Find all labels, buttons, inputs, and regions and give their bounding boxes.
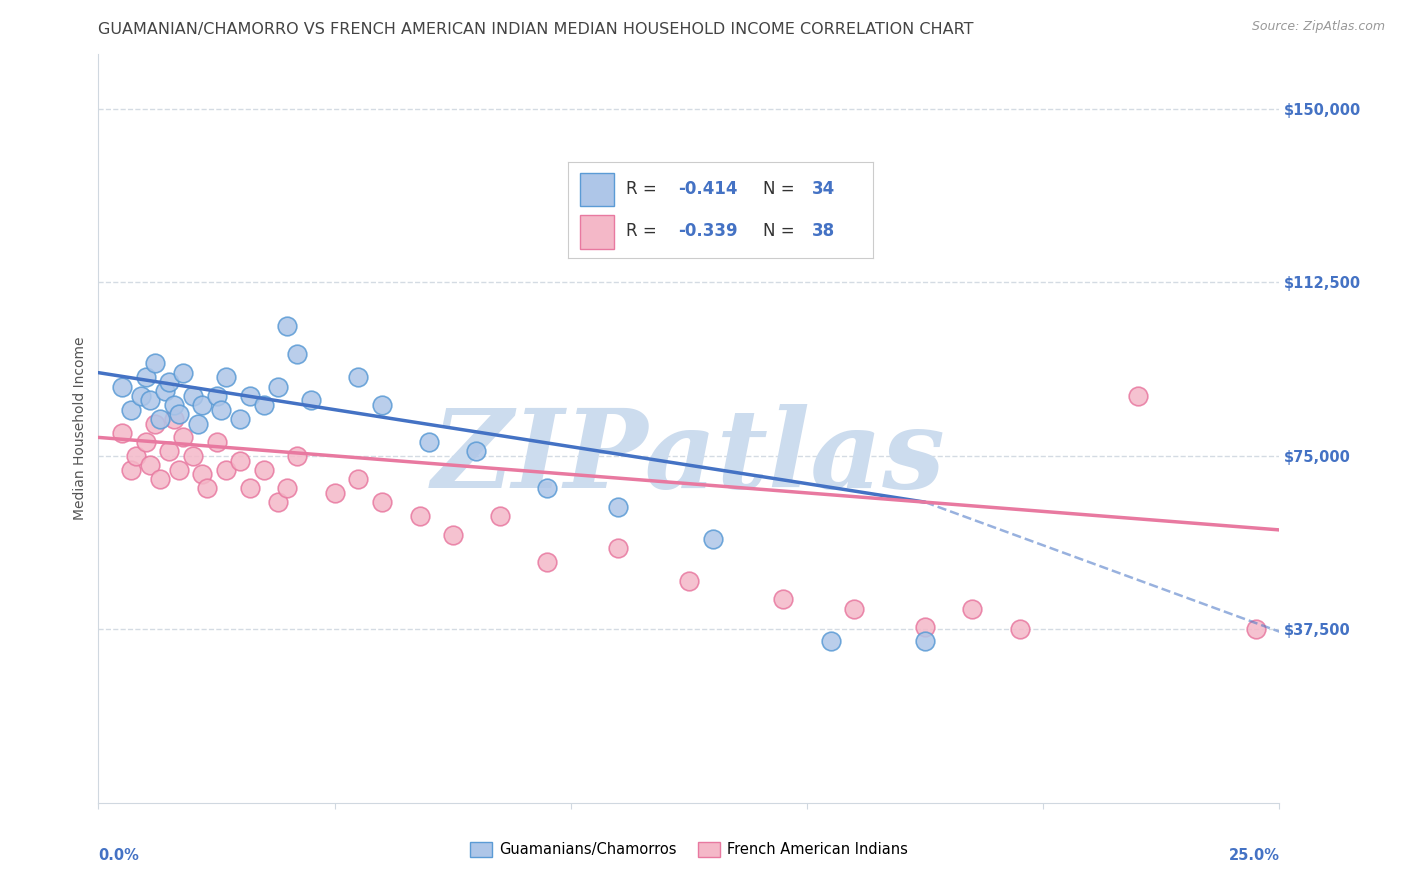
Point	[181, 449, 204, 463]
Text: -0.339: -0.339	[678, 222, 738, 240]
Point	[536, 555, 558, 569]
Point	[191, 398, 214, 412]
Point	[276, 319, 298, 334]
Point	[239, 389, 262, 403]
Text: N =: N =	[763, 180, 800, 198]
Point	[267, 495, 290, 509]
Point	[163, 412, 186, 426]
Point	[167, 463, 190, 477]
Point	[209, 402, 232, 417]
Point	[465, 444, 488, 458]
Point	[441, 527, 464, 541]
Point	[347, 472, 370, 486]
Point	[914, 634, 936, 648]
Point	[205, 435, 228, 450]
Point	[607, 541, 630, 556]
Point	[299, 393, 322, 408]
Point	[276, 481, 298, 495]
Point	[172, 430, 194, 444]
Point	[139, 458, 162, 472]
Point	[285, 347, 308, 361]
Point	[157, 444, 180, 458]
Point	[149, 412, 172, 426]
Point	[111, 425, 134, 440]
Point	[215, 370, 238, 384]
Text: 34: 34	[813, 180, 835, 198]
Point	[772, 592, 794, 607]
Point	[135, 435, 157, 450]
FancyBboxPatch shape	[581, 172, 614, 206]
Point	[702, 532, 724, 546]
Point	[285, 449, 308, 463]
Point	[143, 417, 166, 431]
Point	[187, 417, 209, 431]
Point	[139, 393, 162, 408]
Point	[229, 453, 252, 467]
Point	[215, 463, 238, 477]
Text: N =: N =	[763, 222, 800, 240]
Text: R =: R =	[626, 222, 662, 240]
Point	[239, 481, 262, 495]
Point	[191, 467, 214, 482]
Point	[408, 509, 430, 524]
Point	[143, 356, 166, 370]
Point	[121, 463, 143, 477]
Point	[125, 449, 148, 463]
Point	[323, 486, 346, 500]
Text: GUAMANIAN/CHAMORRO VS FRENCH AMERICAN INDIAN MEDIAN HOUSEHOLD INCOME CORRELATION: GUAMANIAN/CHAMORRO VS FRENCH AMERICAN IN…	[98, 22, 974, 37]
Point	[163, 398, 186, 412]
Text: 25.0%: 25.0%	[1229, 847, 1279, 863]
Point	[962, 601, 984, 615]
Legend: Guamanians/Chamorros, French American Indians: Guamanians/Chamorros, French American In…	[464, 836, 914, 863]
Point	[229, 412, 252, 426]
Point	[181, 389, 204, 403]
Point	[371, 398, 394, 412]
FancyBboxPatch shape	[581, 215, 614, 249]
Text: R =: R =	[626, 180, 662, 198]
Point	[1244, 623, 1267, 637]
Text: 0.0%: 0.0%	[98, 847, 139, 863]
Text: -0.414: -0.414	[678, 180, 737, 198]
Point	[253, 398, 276, 412]
Point	[914, 620, 936, 634]
Point	[418, 435, 440, 450]
Point	[267, 379, 290, 393]
Text: 38: 38	[813, 222, 835, 240]
Point	[153, 384, 176, 399]
Point	[678, 574, 700, 588]
Point	[844, 601, 866, 615]
Point	[1126, 389, 1149, 403]
Point	[157, 375, 180, 389]
Point	[489, 509, 512, 524]
Text: Source: ZipAtlas.com: Source: ZipAtlas.com	[1251, 20, 1385, 33]
Point	[347, 370, 370, 384]
Point	[111, 379, 134, 393]
Point	[371, 495, 394, 509]
Point	[167, 407, 190, 421]
Point	[607, 500, 630, 514]
Point	[129, 389, 152, 403]
Point	[121, 402, 143, 417]
Point	[205, 389, 228, 403]
Point	[149, 472, 172, 486]
Point	[820, 634, 842, 648]
Point	[1008, 623, 1031, 637]
Text: ZIPatlas: ZIPatlas	[432, 404, 946, 512]
Point	[536, 481, 558, 495]
Point	[135, 370, 157, 384]
Point	[172, 366, 194, 380]
Point	[195, 481, 218, 495]
Point	[253, 463, 276, 477]
Y-axis label: Median Household Income: Median Household Income	[73, 336, 87, 520]
